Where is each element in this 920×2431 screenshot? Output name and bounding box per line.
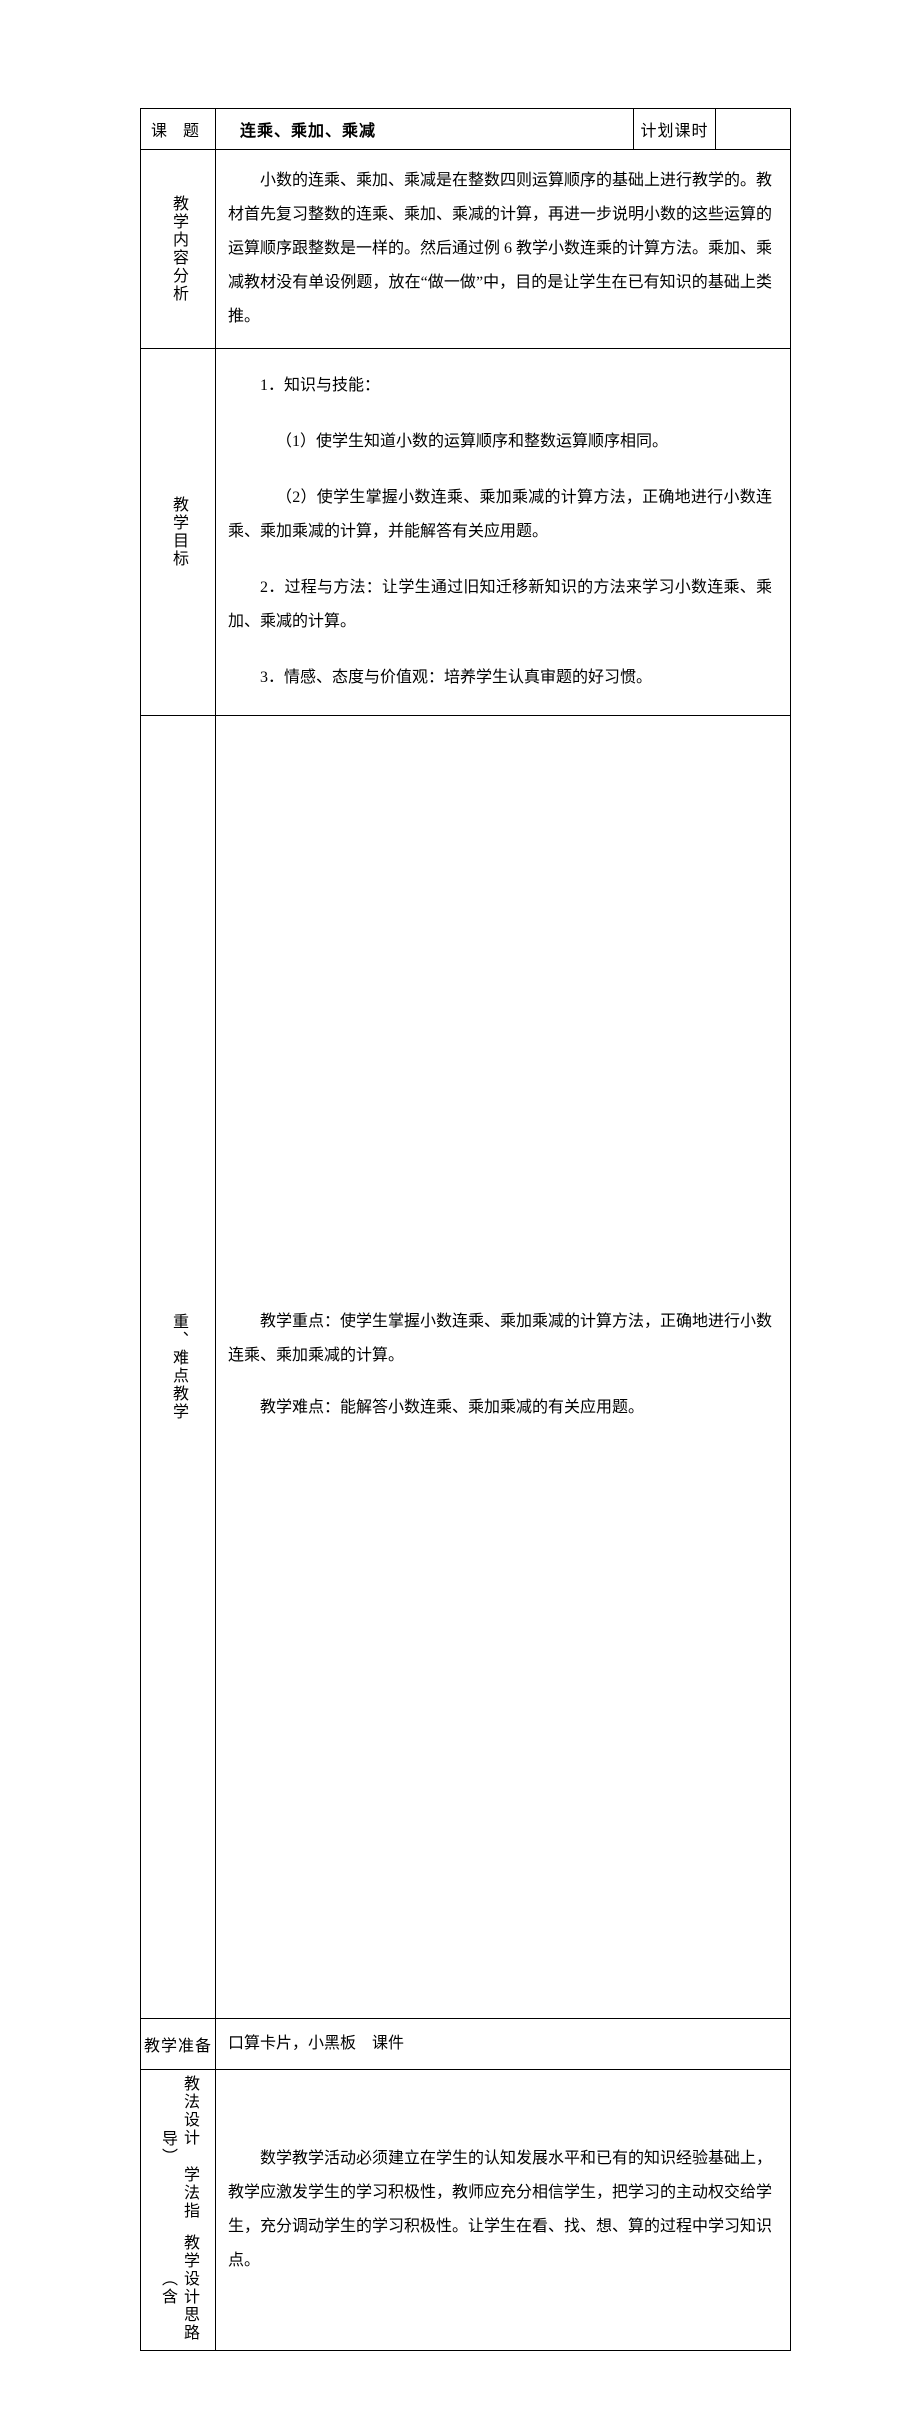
content-analysis-text: 小数的连乘、乘加、乘减是在整数四则运算顺序的基础上进行教学的。教材首先复习整数的… [228,164,772,334]
key-points-label-cell: 教学 重、难点 [141,716,216,2019]
design-label-left: 教学设计思路（含 [156,2226,200,2350]
table-row: 课 题 连乘、乘加、乘减 计划课时 [141,109,791,150]
plan-label: 计划课时 [640,123,708,140]
preparation-text: 口算卡片，小黑板 课件 [228,2035,404,2052]
content-analysis-label: 教学内容分析 [167,185,189,313]
key-points-label-right: 重、难点 [167,1313,189,1385]
page: 课 题 连乘、乘加、乘减 计划课时 教学内容分析 小数的连乘、乘加、乘减是在整数… [0,0,920,2431]
table-row: 教学 重、难点 教学重点：使学生掌握小数连乘、乘加乘减的计算方法，正确地进行小数… [141,716,791,2019]
plan-label-cell: 计划课时 [634,109,716,150]
key-points-body: 教学重点：使学生掌握小数连乘、乘加乘减的计算方法，正确地进行小数连乘、乘加乘减的… [216,716,791,2019]
key-points-label: 教学 重、难点 [167,716,189,2018]
design-label-cell: 教学设计思路（含 教法设计 学法指导） [141,2070,216,2351]
preparation-label: 教学准备 [144,2038,212,2055]
content-analysis-body: 小数的连乘、乘加、乘减是在整数四则运算顺序的基础上进行教学的。教材首先复习整数的… [216,150,791,349]
objectives-p2: 2．过程与方法：让学生通过旧知迁移新知识的方法来学习小数连乘、乘加、乘减的计算。 [228,571,772,639]
objectives-p1a: （1）使学生知道小数的运算顺序和整数运算顺序相同。 [228,425,772,459]
topic-value: 连乘、乘加、乘减 [240,123,376,140]
design-body: 数学教学活动必须建立在学生的认知发展水平和已有的知识经验基础上，教学应激发学生的… [216,2070,791,2351]
table-row: 教学目标 1．知识与技能： （1）使学生知道小数的运算顺序和整数运算顺序相同。 … [141,349,791,716]
lesson-plan-table: 课 题 连乘、乘加、乘减 计划课时 教学内容分析 小数的连乘、乘加、乘减是在整数… [140,108,791,2351]
design-label-right: 教法设计 学法指导） [156,2070,200,2226]
key-points-p1: 教学重点：使学生掌握小数连乘、乘加乘减的计算方法，正确地进行小数连乘、乘加乘减的… [228,1305,772,1373]
content-analysis-label-cell: 教学内容分析 [141,150,216,349]
topic-label: 课 题 [151,123,205,140]
key-points-p2: 教学难点：能解答小数连乘、乘加乘减的有关应用题。 [228,1391,772,1425]
objectives-p3: 3．情感、态度与价值观：培养学生认真审题的好习惯。 [228,661,772,695]
topic-label-cell: 课 题 [141,109,216,150]
design-text: 数学教学活动必须建立在学生的认知发展水平和已有的知识经验基础上，教学应激发学生的… [228,2142,772,2278]
objectives-label-cell: 教学目标 [141,349,216,716]
table-row: 教学内容分析 小数的连乘、乘加、乘减是在整数四则运算顺序的基础上进行教学的。教材… [141,150,791,349]
objectives-label: 教学目标 [167,486,189,578]
preparation-body: 口算卡片，小黑板 课件 [216,2019,791,2070]
design-label: 教学设计思路（含 教法设计 学法指导） [156,2070,200,2350]
objectives-body: 1．知识与技能： （1）使学生知道小数的运算顺序和整数运算顺序相同。 （2）使学… [216,349,791,716]
preparation-label-cell: 教学准备 [141,2019,216,2070]
objectives-p1: 1．知识与技能： [228,369,772,403]
key-points-label-left: 教学 [167,1385,189,1421]
topic-value-cell: 连乘、乘加、乘减 [216,109,634,150]
plan-value-cell [716,109,791,150]
table-row: 教学准备 口算卡片，小黑板 课件 [141,2019,791,2070]
table-row: 教学设计思路（含 教法设计 学法指导） 数学教学活动必须建立在学生的认知发展水平… [141,2070,791,2351]
objectives-p1b: （2）使学生掌握小数连乘、乘加乘减的计算方法，正确地进行小数连乘、乘加乘减的计算… [228,481,772,549]
